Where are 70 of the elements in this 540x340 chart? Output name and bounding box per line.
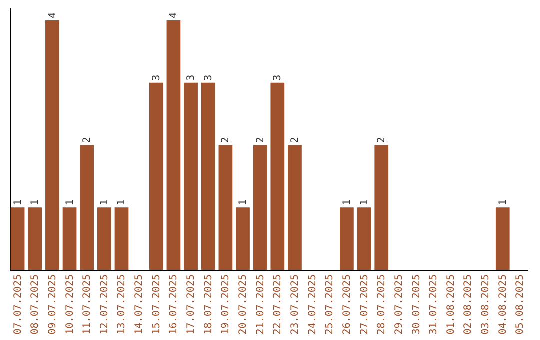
data-label: 1 bbox=[342, 200, 353, 206]
bar bbox=[270, 82, 285, 270]
x-tick-label: 16.07.2025 bbox=[168, 274, 180, 335]
data-label: 4 bbox=[47, 12, 58, 18]
data-label: 2 bbox=[82, 137, 94, 144]
x-tick-label: 01.08.2025 bbox=[446, 274, 457, 335]
x-tick-label: 11.07.2025 bbox=[82, 274, 94, 335]
bar bbox=[236, 208, 250, 270]
x-tick-label: 19.07.2025 bbox=[220, 274, 232, 335]
bar bbox=[340, 208, 354, 270]
data-label: 2 bbox=[255, 137, 266, 144]
data-label: 1 bbox=[12, 200, 24, 206]
x-tick-label: 05.08.2025 bbox=[515, 274, 526, 335]
x-tick-label: 23.07.2025 bbox=[290, 274, 301, 335]
x-tick-label: 15.07.2025 bbox=[151, 274, 162, 335]
data-label: 3 bbox=[203, 74, 214, 81]
data-label: 1 bbox=[64, 200, 76, 206]
x-tick-label: 24.07.2025 bbox=[307, 274, 318, 335]
data-label: 2 bbox=[376, 137, 388, 144]
data-label: 3 bbox=[186, 74, 198, 81]
x-tick-label: 27.07.2025 bbox=[359, 274, 370, 335]
x-tick-label: 04.08.2025 bbox=[498, 274, 509, 335]
x-tick-label: 22.07.2025 bbox=[272, 274, 284, 335]
x-tick-label: 03.08.2025 bbox=[480, 274, 492, 335]
x-tick-label: 07.07.2025 bbox=[12, 274, 24, 335]
x-tick-label: 31.07.2025 bbox=[428, 274, 440, 335]
bar bbox=[46, 20, 60, 270]
data-label: 3 bbox=[151, 74, 162, 81]
x-tick-label: 25.07.2025 bbox=[324, 274, 336, 335]
bar bbox=[357, 208, 372, 270]
bar bbox=[114, 208, 129, 270]
data-label: 3 bbox=[272, 74, 284, 81]
bar bbox=[218, 145, 233, 270]
bar bbox=[97, 208, 112, 270]
x-tick-label: 14.07.2025 bbox=[134, 274, 146, 335]
x-tick-label: 09.07.2025 bbox=[47, 274, 58, 335]
bar bbox=[374, 145, 389, 270]
x-tick-label: 29.07.2025 bbox=[394, 274, 405, 335]
x-tick-label: 21.07.2025 bbox=[255, 274, 266, 335]
bar bbox=[184, 82, 198, 270]
data-label: 1 bbox=[359, 200, 370, 206]
bar bbox=[10, 208, 25, 270]
bar bbox=[496, 208, 510, 270]
x-tick-label: 12.07.2025 bbox=[99, 274, 110, 335]
data-label: 1 bbox=[30, 200, 42, 206]
x-tick-label: 30.07.2025 bbox=[411, 274, 422, 335]
x-tick-label: 02.08.2025 bbox=[463, 274, 474, 335]
x-tick-label: 13.07.2025 bbox=[116, 274, 128, 335]
data-label: 4 bbox=[168, 12, 180, 18]
x-tick-label: 28.07.2025 bbox=[376, 274, 388, 335]
bar bbox=[28, 208, 42, 270]
x-tick-label: 10.07.2025 bbox=[64, 274, 76, 335]
bar bbox=[201, 82, 216, 270]
data-label: 1 bbox=[99, 200, 110, 206]
bar bbox=[149, 82, 164, 270]
data-label: 1 bbox=[238, 200, 250, 206]
bar bbox=[62, 208, 77, 270]
bar bbox=[288, 145, 302, 270]
bar bbox=[166, 20, 181, 270]
x-tick-label: 08.07.2025 bbox=[30, 274, 42, 335]
data-label: 1 bbox=[498, 200, 509, 206]
data-label: 2 bbox=[220, 137, 232, 144]
bar bbox=[253, 145, 268, 270]
data-label: 2 bbox=[290, 137, 301, 144]
x-tick-label: 17.07.2025 bbox=[186, 274, 198, 335]
bar bbox=[80, 145, 94, 270]
x-tick-label: 26.07.2025 bbox=[342, 274, 353, 335]
x-tick-label: 20.07.2025 bbox=[238, 274, 250, 335]
data-label: 1 bbox=[116, 200, 128, 206]
x-tick-label: 18.07.2025 bbox=[203, 274, 214, 335]
